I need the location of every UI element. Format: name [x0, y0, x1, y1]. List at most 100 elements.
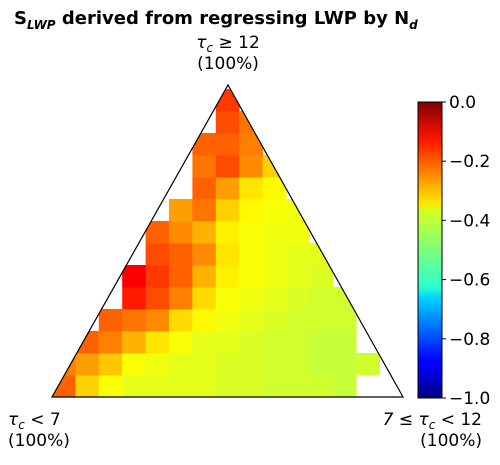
heatmap-cell	[215, 155, 240, 178]
title-subscript: LWP	[27, 18, 56, 32]
heatmap-cell	[145, 243, 170, 266]
heatmap-cell	[145, 265, 170, 288]
heatmap-cell	[332, 375, 357, 397]
corner-label-part: τ	[8, 410, 19, 430]
heatmap-cell	[239, 309, 263, 332]
heatmap-cell	[215, 177, 240, 200]
heatmap-cell	[332, 331, 357, 354]
corner-share: (100%)	[197, 54, 259, 74]
heatmap-cell	[239, 155, 263, 178]
heatmap-cell	[309, 331, 334, 354]
heatmap-cell	[122, 353, 146, 376]
heatmap-cell	[122, 287, 146, 310]
heatmap-cell	[332, 309, 357, 332]
heatmap-cell	[145, 353, 170, 376]
colorbar-tick-label: −0.2	[449, 152, 490, 172]
heatmap-cell	[192, 287, 217, 310]
heatmap-cell	[169, 309, 193, 332]
heatmap-cell	[215, 221, 240, 244]
heatmap-cell	[309, 353, 334, 376]
heatmap-cell	[239, 375, 263, 397]
heatmap-cell	[169, 353, 193, 376]
corner-label-part: c	[18, 418, 25, 432]
corner-label: τc < 7	[8, 410, 61, 432]
heatmap-cell	[215, 331, 240, 354]
heatmap-cell	[145, 375, 170, 397]
heatmap-cell	[239, 199, 263, 222]
heatmap-cell	[169, 287, 193, 310]
heatmap-cell	[122, 309, 146, 332]
heatmap-cell	[262, 221, 287, 244]
heatmap-cell	[145, 221, 170, 244]
heatmap-cell	[192, 199, 217, 222]
colorbar-tick-label: −1.0	[449, 389, 490, 409]
heatmap-cell	[286, 287, 310, 310]
colorbar	[417, 101, 443, 399]
heatmap-cell	[239, 177, 263, 200]
heatmap-cell	[262, 287, 287, 310]
corner-label-part: τ	[196, 33, 207, 53]
title-subscript: d	[409, 18, 418, 32]
heatmap-cell	[262, 353, 287, 376]
heatmap-cell	[192, 265, 217, 288]
heatmap-cell	[309, 375, 334, 397]
heatmap-cell	[239, 111, 263, 134]
triangle-frame	[50, 83, 405, 398]
heatmap	[52, 89, 380, 397]
heatmap-cell	[309, 265, 334, 288]
heatmap-cell	[192, 155, 217, 178]
heatmap-cell	[192, 177, 217, 200]
heatmap-cell	[215, 287, 240, 310]
chart-title: SLWP derived from regressing LWP by Nd	[14, 8, 418, 32]
corner-label-part: ≥ 12	[213, 33, 260, 53]
heatmap-cell	[286, 375, 310, 397]
heatmap-cell	[215, 199, 240, 222]
heatmap-cell	[169, 243, 193, 266]
heatmap-cell	[215, 309, 240, 332]
heatmap-cell	[286, 353, 310, 376]
title-text: derived from regressing LWP by N	[56, 8, 410, 29]
heatmap-cell	[239, 133, 263, 156]
heatmap-cell	[192, 221, 217, 244]
corner-share: (100%)	[8, 431, 70, 451]
heatmap-cell	[239, 221, 263, 244]
heatmap-cell	[262, 243, 287, 266]
heatmap-cell	[52, 375, 76, 397]
heatmap-cell	[145, 331, 170, 354]
heatmap-cell	[215, 243, 240, 266]
heatmap-cell	[192, 309, 217, 332]
heatmap-cell	[169, 375, 193, 397]
heatmap-cell	[98, 331, 123, 354]
heatmap-cell	[239, 287, 263, 310]
corner-label: 7 ≤ τc < 12	[383, 410, 482, 432]
heatmap-cell	[192, 331, 217, 354]
heatmap-cell	[215, 133, 240, 156]
title-text: S	[14, 8, 27, 29]
heatmap-cell	[98, 375, 123, 397]
heatmap-cell	[262, 155, 287, 178]
heatmap-cell	[309, 287, 334, 310]
heatmap-cell	[145, 287, 170, 310]
corner-label-part: c	[429, 418, 436, 432]
heatmap-cell	[98, 309, 123, 332]
heatmap-cell	[215, 353, 240, 376]
heatmap-cell	[262, 375, 287, 397]
heatmap-cell	[262, 309, 287, 332]
heatmap-cell	[169, 221, 193, 244]
corner-share: (100%)	[420, 431, 482, 451]
corner-label: τc ≥ 12	[196, 33, 260, 55]
heatmap-cell	[215, 111, 240, 134]
heatmap-cell	[239, 353, 263, 376]
heatmap-cell	[98, 353, 123, 376]
heatmap-cell	[122, 265, 146, 288]
corner-label-part: 7 ≤ τ	[383, 410, 430, 430]
heatmap-cell	[192, 133, 217, 156]
heatmap-cell	[286, 221, 310, 244]
heatmap-cell	[169, 265, 193, 288]
corner-label-part: < 7	[25, 410, 61, 430]
corner-label-part: c	[206, 41, 213, 55]
heatmap-cell	[215, 375, 240, 397]
heatmap-cell	[332, 353, 357, 376]
heatmap-cell	[169, 331, 193, 354]
